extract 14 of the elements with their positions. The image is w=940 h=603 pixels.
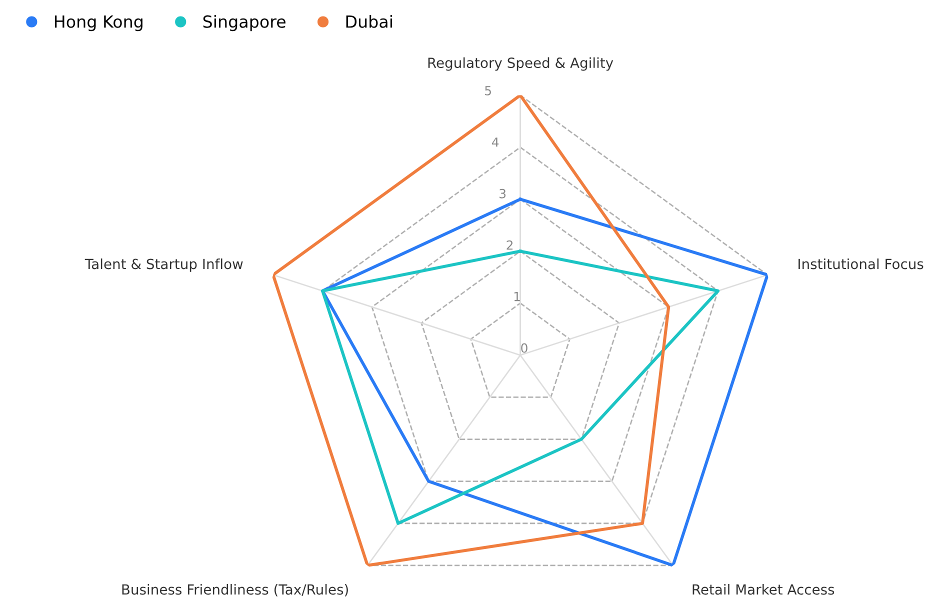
spoke-label: Retail Market Access <box>692 584 834 595</box>
spoke-label: Institutional Focus <box>798 258 924 270</box>
spoke-label: Business Friendliness (Tax/Rules) <box>122 584 348 596</box>
legend-label: Singapore <box>203 15 286 32</box>
y-tick-label: 3 <box>500 188 506 198</box>
y-tick-label: 5 <box>485 86 491 96</box>
y-tick-label: 1 <box>514 292 520 302</box>
y-tick-label: 4 <box>492 138 499 147</box>
spoke-label: Regulatory Speed & Agility <box>428 57 614 71</box>
legend-label: Dubai <box>346 15 392 28</box>
y-tick-label: 2 <box>506 240 513 250</box>
y-tick-label: 0 <box>521 343 528 353</box>
spoke-label: Talent & Startup Inflow <box>84 258 243 272</box>
legend-label: Hong Kong <box>54 16 142 32</box>
